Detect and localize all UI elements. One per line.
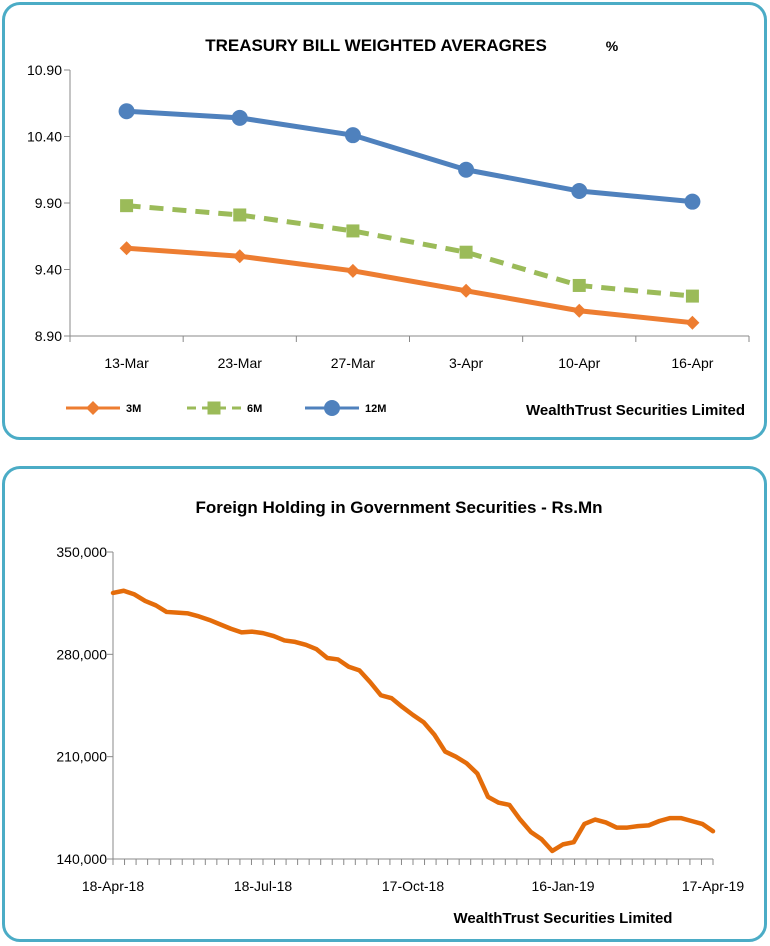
- chart1-y-tick-label: 9.40: [35, 262, 62, 278]
- chart1-credit: WealthTrust Securities Limited: [526, 402, 745, 419]
- chart1-y-tick-label: 9.90: [35, 195, 62, 211]
- series-6m-point: [572, 278, 586, 292]
- series-12m-point: [458, 161, 475, 178]
- chart2-y-tick-label: 140,000: [56, 851, 107, 867]
- legend-12m-marker: [324, 400, 340, 416]
- chart1-unit-label: %: [606, 38, 619, 54]
- series-3m-line: [126, 245, 693, 326]
- chart1-x-tick-label: 16-Apr: [671, 355, 713, 371]
- series-12m-point: [344, 127, 361, 144]
- series-3m-point: [685, 315, 700, 330]
- chart1-title: TREASURY BILL WEIGHTED AVERAGRES: [205, 36, 547, 55]
- chart1-x-tick-label: 10-Apr: [558, 355, 600, 371]
- legend-3m-marker: [86, 401, 100, 415]
- series-6m-point: [685, 289, 699, 303]
- legend-6m-label: 6M: [247, 403, 262, 415]
- legend-3m-label: 3M: [126, 403, 141, 415]
- series-12m-point: [571, 183, 588, 200]
- foreign-holding-chart-panel: [2, 466, 767, 942]
- chart1-x-tick-label: 13-Mar: [104, 355, 149, 371]
- legend-12m-label: 12M: [365, 403, 386, 415]
- chart2-x-tick-label: 18-Jul-18: [234, 878, 293, 894]
- series-6m-point: [120, 199, 134, 213]
- chart2-x-tick-label: 16-Jan-19: [531, 878, 594, 894]
- series-12m-point: [118, 103, 135, 120]
- series-6m-point: [346, 224, 360, 238]
- series-3m-point: [232, 249, 247, 264]
- series-3m-point: [459, 283, 474, 298]
- series-6m-line: [126, 203, 693, 299]
- chart2-y-tick-label: 210,000: [56, 749, 107, 765]
- foreign-holding-line: [110, 588, 716, 854]
- chart1-y-tick-label: 8.90: [35, 328, 62, 344]
- chart2-y-tick-label: 280,000: [56, 646, 107, 662]
- series-3m-point: [345, 263, 360, 278]
- chart2-credit: WealthTrust Securities Limited: [454, 910, 673, 927]
- treasury-bill-chart-panel: [2, 2, 767, 440]
- chart1-x-tick-label: 3-Apr: [449, 355, 484, 371]
- series-3m-point: [572, 303, 587, 318]
- chart2-x-tick-label: 18-Apr-18: [82, 878, 144, 894]
- chart2-x-tick-label: 17-Apr-19: [682, 878, 744, 894]
- series-12m-line: [126, 108, 693, 205]
- chart1-x-tick-label: 23-Mar: [218, 355, 263, 371]
- chart1-y-tick-label: 10.90: [27, 62, 62, 78]
- chart2-title: Foreign Holding in Government Securities…: [195, 498, 602, 517]
- chart1-y-tick-label: 10.40: [27, 129, 62, 145]
- series-6m-point: [233, 208, 247, 222]
- series-6m-point: [459, 245, 473, 259]
- chart2-x-tick-label: 17-Oct-18: [382, 878, 444, 894]
- chart1-x-tick-label: 27-Mar: [331, 355, 376, 371]
- legend-6m-marker: [207, 401, 221, 415]
- series-3m-point: [119, 241, 134, 256]
- chart2-y-tick-label: 350,000: [56, 544, 107, 560]
- series-12m-point: [684, 193, 701, 210]
- series-12m-point: [231, 109, 248, 126]
